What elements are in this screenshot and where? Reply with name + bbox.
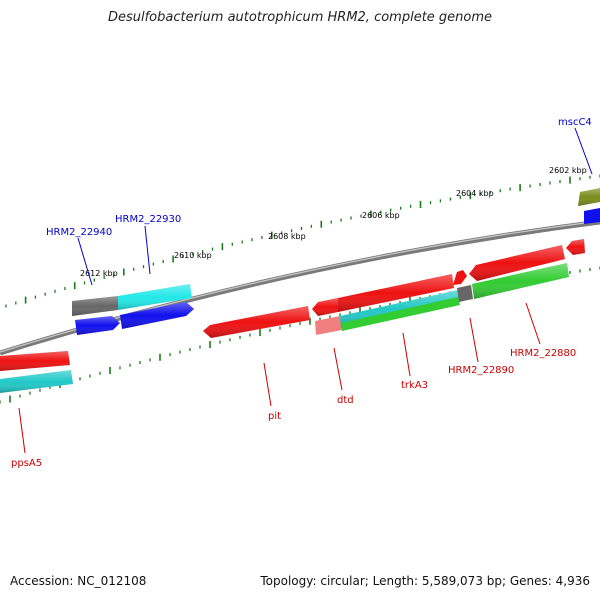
gene-cyan-left[interactable] <box>0 370 73 393</box>
gene-HRM2_22890[interactable] <box>457 285 473 302</box>
tick-label-2604: 2604 kbp <box>456 189 494 198</box>
tick-label-2606: 2606 kbp <box>362 211 400 220</box>
gene-HRM2_22940[interactable] <box>72 296 118 316</box>
leader-pit <box>263 362 272 407</box>
tick-label-2610: 2610 kbp <box>174 251 212 260</box>
leader-dtd <box>333 347 343 391</box>
leader-HRM2_22930 <box>144 225 151 275</box>
leader-HRM2_22880 <box>525 302 541 345</box>
gene-trkA3[interactable] <box>338 274 454 312</box>
gene-green-mid[interactable] <box>341 297 460 331</box>
tick-label-2602: 2602 kbp <box>549 166 587 175</box>
gene-label-pit: pit <box>268 411 281 422</box>
gene-blue-left-a[interactable] <box>75 316 120 335</box>
leader-mscC4 <box>574 127 593 175</box>
gene-label-dtd: dtd <box>337 395 354 406</box>
gene-label-trkA3: trkA3 <box>401 380 428 391</box>
gene-label-HRM2_22940: HRM2_22940 <box>46 227 112 238</box>
gene-label-HRM2_22880: HRM2_22880 <box>510 348 576 359</box>
gene-blue-left-b[interactable] <box>120 302 194 329</box>
gene-label-mscC4: mscC4 <box>558 117 592 128</box>
gene-label-HRM2_22930: HRM2_22930 <box>115 214 181 225</box>
tick-label-2608: 2608 kbp <box>268 232 306 241</box>
gene-HRM2_22930[interactable] <box>118 284 192 310</box>
leader-trkA3 <box>402 332 411 377</box>
topology-text: Topology: circular; Length: 5,589,073 bp… <box>260 574 590 588</box>
gene-red-small[interactable] <box>453 270 467 285</box>
gene-pink-dtd[interactable] <box>315 316 342 335</box>
gene-blue-right[interactable] <box>584 208 600 224</box>
gene-ppsA5[interactable] <box>0 351 70 371</box>
accession-text: Accession: NC_012108 <box>10 574 147 588</box>
gene-green-right[interactable] <box>472 263 569 299</box>
gene-HRM2_22880[interactable] <box>469 245 565 281</box>
gene-label-ppsA5: ppsA5 <box>11 458 42 469</box>
leader-HRM2_22940 <box>77 237 93 286</box>
tick-label-2612: 2612 kbp <box>80 269 118 278</box>
gene-pit[interactable] <box>203 306 310 338</box>
leader-ppsA5 <box>18 407 26 454</box>
outer-tick-ring <box>5 174 600 308</box>
map-title: Desulfobacterium autotrophicum HRM2, com… <box>107 10 493 25</box>
gene-red-right[interactable] <box>566 239 585 255</box>
gene-label-HRM2_22890: HRM2_22890 <box>448 365 514 376</box>
gene-mscC4[interactable] <box>578 188 600 206</box>
leader-HRM2_22890 <box>469 317 479 363</box>
gene-dtd[interactable] <box>312 298 338 316</box>
